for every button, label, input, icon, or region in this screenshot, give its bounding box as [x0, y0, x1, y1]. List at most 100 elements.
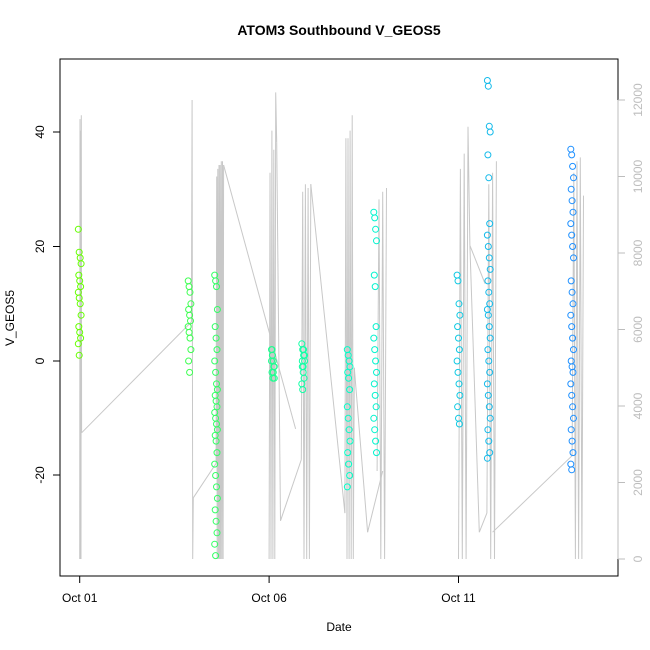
data-point: [568, 288, 576, 296]
altitude-line-segment: [268, 92, 278, 560]
data-point: [185, 357, 193, 365]
data-point: [211, 540, 219, 548]
data-point: [454, 277, 462, 285]
data-point: [455, 334, 462, 342]
data-point: [373, 449, 380, 457]
chart-title: ATOM3 Southbound V_GEOS5: [237, 22, 440, 38]
data-point: [346, 386, 354, 394]
data-point: [187, 346, 195, 354]
data-point: [345, 426, 353, 434]
data-point: [567, 380, 575, 388]
data-point: [346, 363, 354, 371]
data-point: [486, 300, 494, 308]
data-point: [486, 334, 494, 342]
data-point: [371, 426, 379, 434]
data-point: [370, 380, 378, 388]
data-point: [484, 391, 492, 399]
data-point: [485, 174, 493, 182]
data-point: [484, 243, 492, 250]
x-tick-label: Oct 01: [62, 591, 98, 605]
x-axis-label: Date: [326, 620, 352, 634]
altitude-line-segment: [81, 321, 192, 434]
data-point: [213, 283, 220, 291]
data-point: [301, 351, 309, 359]
data-point: [211, 357, 219, 365]
data-point: [370, 271, 378, 279]
data-point: [212, 368, 220, 376]
data-point: [567, 185, 575, 193]
data-point: [454, 403, 462, 411]
data-point: [455, 420, 463, 428]
data-point: [268, 346, 276, 354]
data-point: [213, 529, 221, 537]
y-tick-label: 20: [33, 240, 47, 254]
data-point: [485, 288, 493, 296]
data-point: [454, 368, 462, 376]
x-axis: Oct 01 Oct 06 Oct 11 Date: [62, 575, 476, 634]
altitude-line-segment: [276, 142, 281, 521]
data-point: [77, 283, 85, 291]
altitude-line-segment: [192, 463, 217, 499]
data-point: [570, 254, 577, 262]
data-point: [346, 472, 354, 479]
altitude-line-segment: [353, 367, 369, 533]
right-tick-label: 2000: [631, 469, 645, 496]
data-point: [213, 449, 221, 457]
data-point: [77, 260, 85, 268]
data-point: [213, 306, 221, 313]
data-point: [568, 323, 576, 331]
data-point: [370, 334, 378, 342]
data-point: [212, 517, 220, 525]
right-tick-label: 12000: [631, 83, 645, 117]
data-point: [567, 311, 575, 319]
x-tick-label: Oct 11: [441, 591, 476, 605]
data-point: [212, 552, 220, 560]
altitude-line-segment: [478, 512, 488, 533]
data-point: [485, 403, 493, 411]
data-point: [570, 414, 577, 422]
altitude-line-segment: [344, 115, 355, 560]
data-point: [211, 460, 219, 468]
data-point: [345, 374, 353, 382]
data-point: [567, 426, 575, 434]
data-point: [455, 300, 463, 308]
data-point: [569, 449, 577, 457]
data-point: [569, 300, 577, 308]
y-tick-label: 0: [33, 357, 47, 364]
data-point: [484, 82, 492, 90]
data-point: [371, 283, 379, 291]
data-point: [483, 231, 491, 239]
data-point: [483, 380, 491, 388]
data-point: [213, 483, 220, 491]
data-point: [486, 265, 494, 273]
data-point: [372, 357, 380, 365]
data-point: [484, 277, 492, 285]
altitude-line-segment: [469, 245, 480, 533]
data-point: [187, 300, 195, 308]
data-point: [77, 334, 85, 342]
v-geos5-series: [74, 77, 577, 560]
data-point: [485, 357, 493, 365]
altitude-line-segment: [215, 161, 225, 560]
data-point: [567, 220, 575, 228]
data-point: [212, 334, 220, 342]
data-point: [345, 460, 353, 468]
data-point: [371, 346, 379, 354]
data-point: [299, 386, 307, 394]
data-point: [344, 449, 352, 457]
data-point: [76, 300, 84, 308]
x-tick-label: Oct 06: [251, 591, 287, 605]
data-point: [486, 220, 494, 228]
altitude-line-segment: [458, 126, 471, 560]
data-point: [186, 334, 194, 342]
data-point: [456, 311, 464, 319]
data-point: [485, 254, 493, 262]
y-tick-label: -20: [33, 466, 47, 484]
y-tick-label: 40: [33, 125, 47, 139]
data-point: [568, 391, 576, 399]
data-point: [370, 414, 378, 422]
data-point: [186, 288, 194, 296]
data-point: [372, 225, 380, 233]
data-point: [213, 346, 221, 354]
